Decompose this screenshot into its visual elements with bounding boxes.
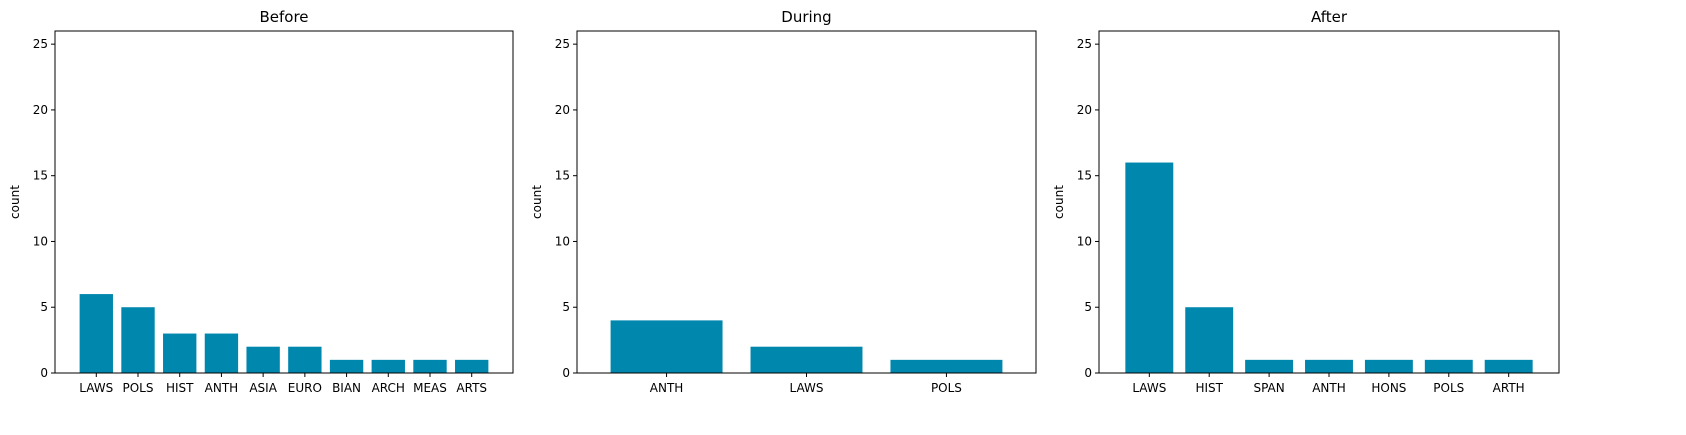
bar-arth <box>1484 359 1533 373</box>
x-tick-label: LAWS <box>790 381 824 395</box>
bar-pols <box>121 307 155 373</box>
panel-before: Before count LAWS POLS HIST ANTH ASIA EURO BIA… <box>8 8 514 395</box>
axes-frame <box>1098 30 1560 374</box>
bar-hons <box>1364 359 1413 373</box>
y-tick-label: 5 <box>40 300 48 314</box>
x-tick-label: ASIA <box>249 381 277 395</box>
y-tick-label: 10 <box>33 234 48 248</box>
bar-hist <box>163 333 197 373</box>
y-tick-label: 0 <box>40 366 48 380</box>
x-tick-label: LAWS <box>1132 381 1166 395</box>
axes-frame <box>576 30 1037 374</box>
bar-laws <box>1125 162 1174 373</box>
y-axis-label: count <box>530 185 544 219</box>
y-tick-label: 5 <box>1084 300 1092 314</box>
bar-span <box>1245 359 1294 373</box>
y-tick-label: 20 <box>555 103 570 117</box>
x-tick-label: BIAN <box>332 381 361 395</box>
x-tick-label: ARCH <box>372 381 405 395</box>
x-tick-label: ARTS <box>456 381 487 395</box>
y-tick-label: 10 <box>555 234 570 248</box>
bar-bian <box>329 359 364 373</box>
x-tick-label: POLS <box>123 381 154 395</box>
y-tick-label: 25 <box>1077 37 1092 51</box>
chart-title: Before <box>259 8 308 26</box>
y-axis-label: count <box>8 185 22 219</box>
x-tick-label: LAWS <box>79 381 113 395</box>
x-tick-label: HIST <box>1195 381 1223 395</box>
y-tick-label: 0 <box>562 366 570 380</box>
y-tick-label: 0 <box>1084 366 1092 380</box>
bar-pols <box>1424 359 1473 373</box>
y-tick-label: 15 <box>1077 169 1092 183</box>
x-tick-label: MEAS <box>413 381 447 395</box>
bar-laws <box>79 294 113 373</box>
y-tick-label: 20 <box>33 103 48 117</box>
bar-euro <box>288 346 322 373</box>
chart-title: After <box>1311 8 1348 26</box>
x-tick-label: POLS <box>931 381 962 395</box>
y-tick-label: 10 <box>1077 234 1092 248</box>
x-tick-label: SPAN <box>1253 381 1284 395</box>
x-tick-label: ANTH <box>205 381 239 395</box>
y-tick-label: 25 <box>33 37 48 51</box>
y-tick-label: 20 <box>1077 103 1092 117</box>
bar-asia <box>246 346 280 373</box>
panel-during: During count ANTH LAWS POLS 0 5 10 15 20 25 <box>530 8 1037 395</box>
x-tick-label: ARTH <box>1493 381 1525 395</box>
x-tick-label: POLS <box>1433 381 1464 395</box>
bar-pols <box>890 359 1003 373</box>
y-tick-label: 15 <box>33 169 48 183</box>
x-tick-label: HONS <box>1371 381 1406 395</box>
bar-meas <box>413 359 447 373</box>
chart-title: During <box>781 8 831 26</box>
y-tick-label: 15 <box>555 169 570 183</box>
y-tick-label: 5 <box>562 300 570 314</box>
bar-hist <box>1185 307 1234 373</box>
axes-frame <box>54 30 514 374</box>
y-tick-label: 25 <box>555 37 570 51</box>
bar-arch <box>371 359 405 373</box>
y-axis-label: count <box>1052 185 1066 219</box>
bar-laws <box>750 346 863 373</box>
x-tick-label: EURO <box>288 381 322 395</box>
bar-arts <box>455 359 489 373</box>
bar-anth <box>610 320 723 373</box>
x-tick-label: ANTH <box>1312 381 1346 395</box>
x-tick-label: HIST <box>166 381 194 395</box>
bar-anth <box>204 333 239 373</box>
bar-anth <box>1305 359 1353 373</box>
x-tick-label: ANTH <box>650 381 684 395</box>
panel-after: After count LAWS HIST SPAN ANTH HONS POLS ARTH… <box>1052 8 1560 395</box>
